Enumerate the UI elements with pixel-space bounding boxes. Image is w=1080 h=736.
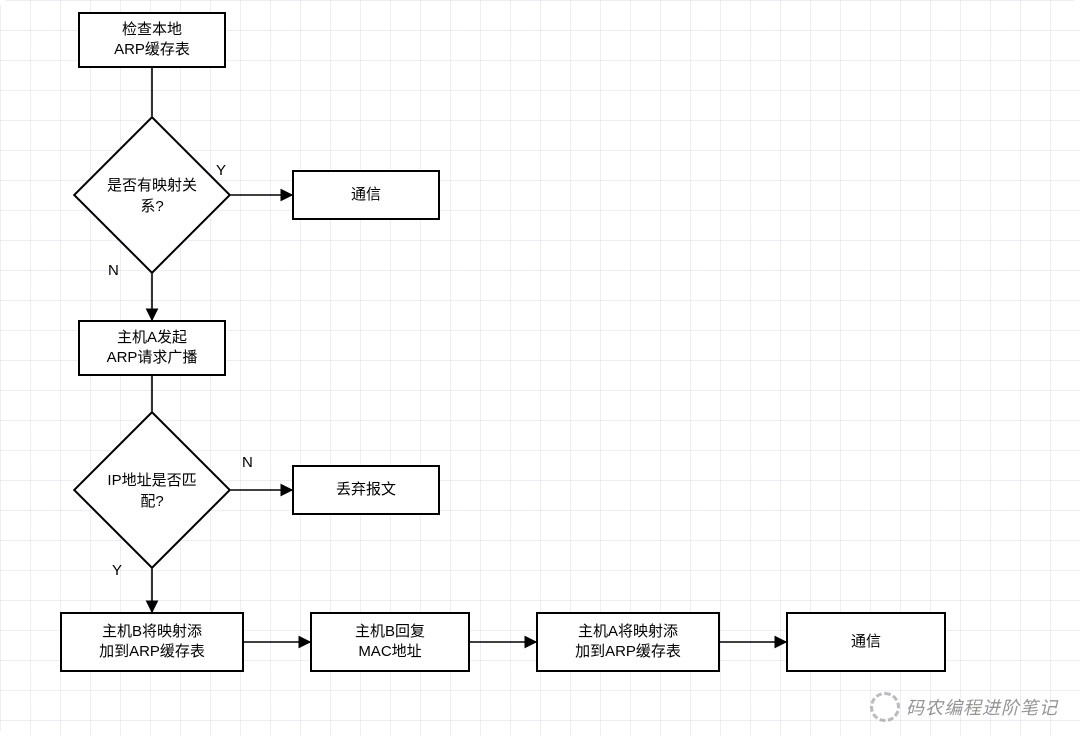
- node-text: 加到ARP缓存表: [575, 643, 681, 660]
- node-text: 主机A发起: [117, 329, 187, 346]
- edge-label-y2: Y: [112, 562, 122, 579]
- node-text: MAC地址: [358, 643, 421, 660]
- watermark-icon: [870, 692, 900, 722]
- flowchart-canvas: 检查本地 ARP缓存表 是否有映射关系? 通信 主机A发起 ARP请求广播 IP地址…: [0, 0, 1080, 736]
- node-text: ARP请求广播: [107, 349, 198, 366]
- node-arp-broadcast: 主机A发起 ARP请求广播: [78, 320, 226, 376]
- node-text: 主机B将映射添: [102, 623, 202, 640]
- node-communicate-2: 通信: [786, 612, 946, 672]
- node-hostb-add-cache: 主机B将映射添加到ARP缓存表: [60, 612, 244, 672]
- node-text: 丢弃报文: [336, 480, 396, 500]
- node-text: 通信: [351, 185, 381, 205]
- node-hostb-reply-mac: 主机B回复 MAC地址: [310, 612, 470, 672]
- edge-label-n1: N: [108, 262, 119, 279]
- node-check-arp-cache: 检查本地 ARP缓存表: [78, 12, 226, 68]
- node-text: 检查本地: [122, 21, 182, 38]
- node-text: 主机B回复: [355, 623, 425, 640]
- node-text: IP地址是否匹配?: [96, 469, 208, 511]
- edge-label-y1: Y: [216, 162, 226, 179]
- node-text: 是否有映射关系?: [96, 174, 208, 216]
- node-ip-match: IP地址是否匹配?: [96, 434, 208, 546]
- node-text: 通信: [851, 632, 881, 652]
- edge-label-n2: N: [242, 454, 253, 471]
- node-discard-packet: 丢弃报文: [292, 465, 440, 515]
- node-communicate-1: 通信: [292, 170, 440, 220]
- watermark: 码农编程进阶笔记: [870, 692, 1058, 722]
- node-text: ARP缓存表: [114, 41, 190, 58]
- watermark-text: 码农编程进阶笔记: [906, 694, 1058, 720]
- node-text: 加到ARP缓存表: [99, 643, 205, 660]
- node-text: 主机A将映射添: [578, 623, 678, 640]
- node-has-mapping: 是否有映射关系?: [96, 139, 208, 251]
- node-hosta-add-cache: 主机A将映射添加到ARP缓存表: [536, 612, 720, 672]
